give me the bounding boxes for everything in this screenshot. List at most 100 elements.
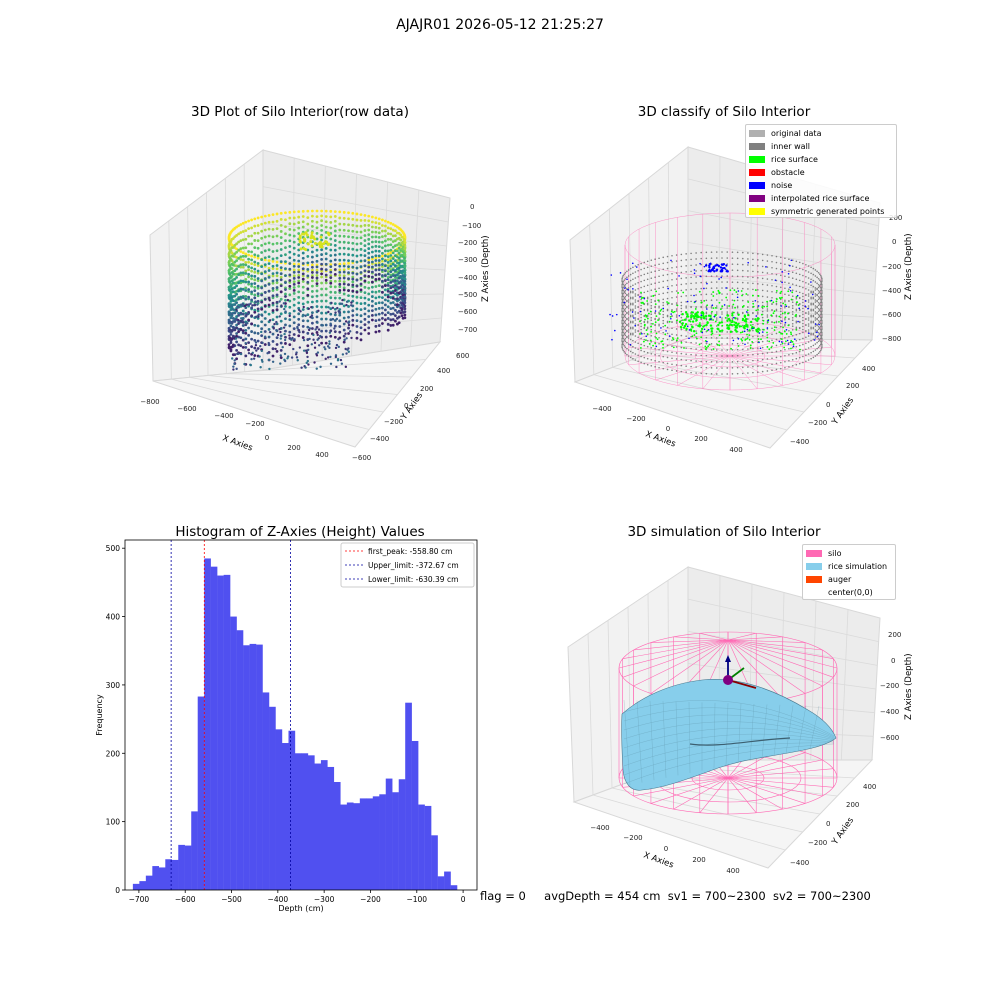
plot4-z-tick: −200	[880, 682, 899, 690]
plot1-x-tick: 200	[287, 444, 300, 452]
plot1-x-tick: −600	[177, 405, 196, 413]
plot3-histogram: −700 −600 −500 −400 −300 −200 −100 0 0 100 200 300…	[95, 539, 478, 913]
histogram-bar	[320, 760, 328, 890]
legend-swatch	[806, 576, 822, 583]
histogram-bar	[444, 871, 451, 890]
plot2-y-tick: 0	[826, 401, 830, 409]
histogram-y-tick: 100	[106, 818, 121, 827]
plot3-legend-upper: Upper_limit: -372.67 cm	[368, 561, 459, 570]
plot4-title: 3D simulation of Silo Interior	[627, 524, 821, 540]
histogram-bar	[294, 753, 302, 890]
histogram-bar	[158, 867, 166, 890]
histogram-bar	[385, 778, 393, 890]
plot1-x-tick: −800	[140, 398, 159, 406]
legend-swatch	[749, 195, 765, 202]
legend-label: symmetric generated points	[771, 207, 885, 216]
plot3-x-label: Depth (cm)	[278, 904, 323, 913]
histogram-bar	[236, 630, 244, 890]
histogram-bar	[256, 644, 263, 890]
legend-label: noise	[771, 181, 793, 190]
legend-item: inner wall	[749, 140, 893, 153]
plot4-z-tick: −400	[880, 708, 899, 716]
plot2-y-tick: 400	[862, 365, 875, 373]
plot2-x-tick: −200	[626, 415, 645, 423]
histogram-bar	[145, 875, 153, 890]
plot4-x-tick: 0	[664, 845, 668, 853]
plot2-z-tick: −800	[882, 335, 901, 343]
status-line: flag = 0 avgDepth = 454 cm sv1 = 700~230…	[480, 889, 940, 903]
legend-label: center(0,0)	[828, 588, 873, 597]
plot3-legend	[340, 542, 475, 588]
plot2-y-label: Y Axies	[830, 395, 857, 427]
legend-label: obstacle	[771, 168, 805, 177]
legend-swatch	[749, 208, 765, 215]
histogram-bar	[392, 792, 399, 890]
histogram-bar	[288, 730, 296, 890]
plot4-center-dot	[723, 675, 733, 685]
legend-item: center(0,0)	[806, 586, 892, 599]
plot1-z-tick: −400	[458, 274, 477, 282]
plot2-y-tick: 200	[846, 382, 859, 390]
plot1-x-tick: 400	[315, 451, 328, 459]
plot4-rice-surface	[621, 679, 837, 791]
plot4-z-tick: 0	[891, 657, 895, 665]
histogram-bar	[139, 881, 147, 890]
plot2-z-tick: −400	[882, 287, 901, 295]
plot4-y-tick: 400	[863, 783, 876, 791]
histogram-x-tick: −700	[129, 895, 150, 904]
plot3-legend-lower: Lower_limit: -630.39 cm	[368, 575, 458, 584]
histogram-bar	[184, 845, 192, 890]
legend-item: obstacle	[749, 166, 893, 179]
histogram-bar	[210, 566, 218, 890]
histogram-x-tick: −200	[360, 895, 381, 904]
histogram-bar	[379, 794, 386, 890]
status-sv2: sv2 = 700~2300	[772, 889, 871, 903]
histogram-bar	[171, 859, 179, 890]
plot2-x-tick: 400	[729, 446, 742, 454]
plot4-x-tick: 400	[726, 867, 739, 875]
plot3-y-label: Frequency	[95, 694, 104, 736]
plot4-x-tick: −200	[623, 834, 642, 842]
plot4-y-label: Y Axies	[830, 815, 857, 847]
legend-swatch	[749, 130, 765, 137]
plot4-z-tick: 200	[888, 631, 901, 639]
histogram-bar	[243, 645, 250, 890]
legend-swatch	[749, 169, 765, 176]
plot3-frame	[124, 539, 478, 891]
histogram-bar	[340, 804, 348, 890]
legend-item: rice surface	[749, 153, 893, 166]
legend-item: auger	[806, 573, 892, 586]
plot1-z-tick: 0	[470, 203, 474, 211]
plot3-title: Histogram of Z-Axies (Height) Values	[175, 524, 425, 540]
plot4-x-tick: −400	[590, 824, 609, 832]
histogram-x-tick: −300	[314, 895, 335, 904]
plot1-y-tick: −600	[352, 454, 371, 462]
status-avg-depth: avgDepth = 454 cm	[544, 889, 661, 903]
plot4-3d-simulation: −400 −200 0 200 400 400 200 0 −200 −400 …	[567, 566, 914, 875]
plot1-x-tick: −400	[214, 412, 233, 420]
legend-label: original data	[771, 129, 822, 138]
histogram-bar	[327, 766, 335, 890]
legend-label: rice simulation	[828, 562, 888, 571]
status-flag: flag = 0	[480, 889, 526, 903]
histogram-bar	[359, 798, 367, 890]
plot4-x-label: X Axies	[642, 850, 675, 870]
histogram-bar	[314, 763, 322, 890]
plot2-x-tick: −400	[592, 405, 611, 413]
plot4-y-tick: 200	[846, 801, 859, 809]
legend-swatch	[806, 589, 822, 596]
legend-item: silo	[806, 547, 892, 560]
plot4-center-marker	[723, 655, 757, 689]
plot1-z-tick: −700	[458, 326, 477, 334]
legend-item: symmetric generated points	[749, 205, 893, 218]
histogram-bar	[230, 616, 237, 890]
histogram-y-tick: 300	[106, 681, 121, 690]
legend-item: original data	[749, 127, 893, 140]
histogram-x-tick: −600	[175, 895, 196, 904]
histogram-bar	[204, 558, 211, 890]
plot2-z-tick: −600	[882, 311, 901, 319]
plot4-z-tick: −600	[880, 734, 899, 742]
histogram-bar	[269, 706, 276, 890]
histogram-bar	[450, 885, 458, 890]
legend-label: rice surface	[771, 155, 818, 164]
